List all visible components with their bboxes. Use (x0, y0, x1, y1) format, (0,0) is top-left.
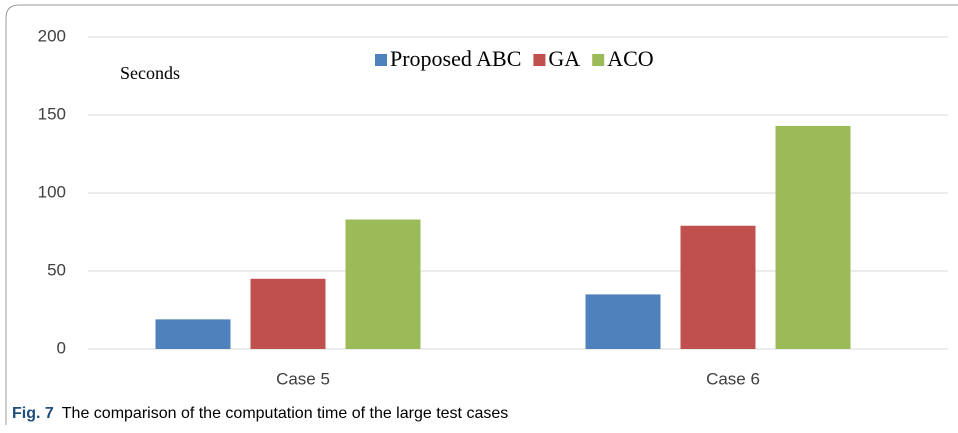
caption-text: The comparison of the computation time o… (62, 405, 508, 422)
annotation: Seconds (120, 63, 180, 83)
legend-label: Proposed ABC (390, 46, 521, 71)
frame (5, 4, 958, 425)
y-tick-label: 100 (38, 182, 66, 201)
y-tick-label: 50 (47, 260, 66, 279)
caption: Fig. 7 The comparison of the computation … (12, 405, 508, 422)
x-tick-label: Case 5 (276, 369, 330, 388)
legend-label: ACO (607, 46, 653, 71)
y-tick-label: 150 (38, 104, 66, 123)
x-tick-label: Case 6 (706, 369, 760, 388)
y-tick-label: 200 (38, 26, 66, 45)
bar (775, 125, 851, 349)
caption-label: Fig. 7 (12, 405, 54, 422)
bar (680, 225, 756, 349)
legend-swatch (592, 54, 605, 66)
bar (585, 294, 661, 349)
legend-swatch (375, 54, 387, 66)
y-tick-label: 0 (57, 338, 66, 357)
bar (250, 278, 326, 349)
bar (345, 219, 421, 349)
bar (155, 319, 231, 349)
legend-swatch (533, 54, 546, 66)
legend-label: GA (548, 46, 580, 71)
